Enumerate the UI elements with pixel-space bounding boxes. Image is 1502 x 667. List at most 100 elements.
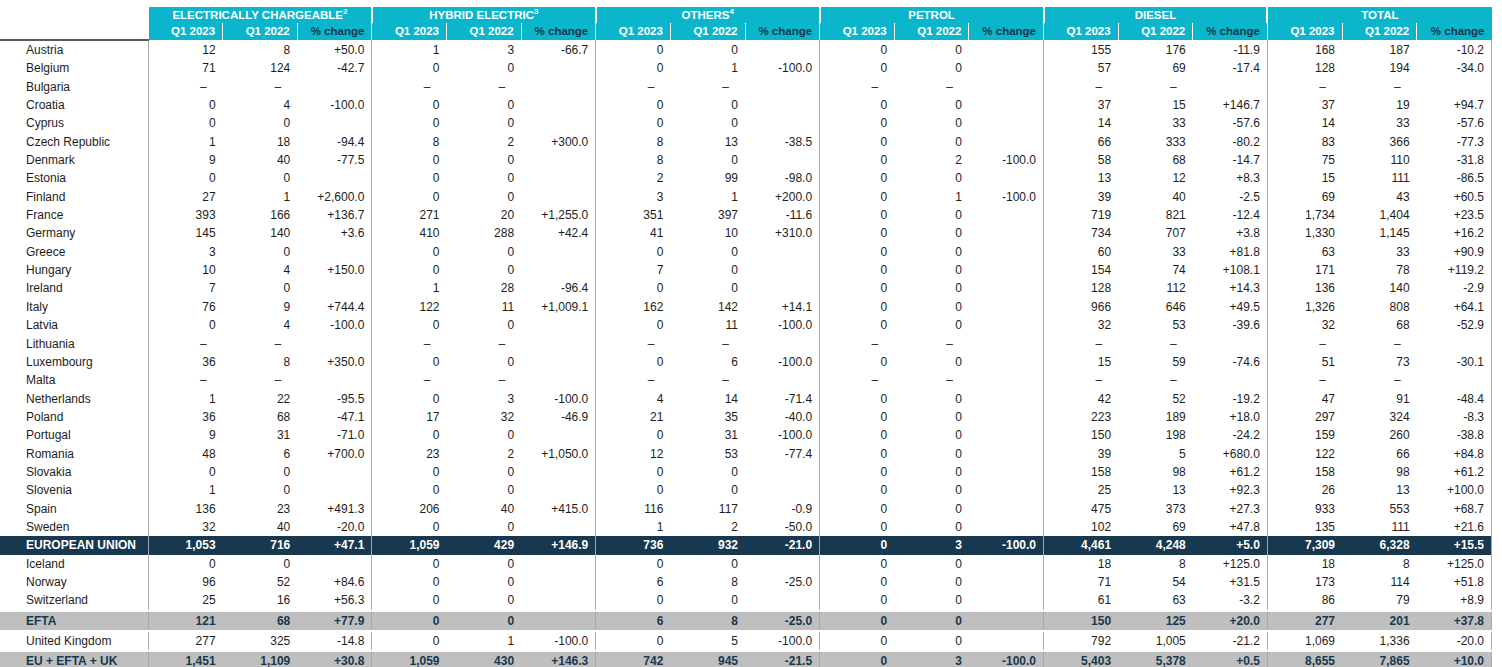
value-cell: 1 bbox=[447, 631, 522, 651]
value-cell: 4 bbox=[223, 261, 298, 279]
value-cell: 475 bbox=[1044, 500, 1119, 518]
value-cell: 71 bbox=[148, 59, 223, 77]
group-header-row: ELECTRICALLY CHARGEABLE2HYBRID ELECTRIC3… bbox=[0, 7, 1492, 23]
row-label-european-union: EUROPEAN UNION bbox=[0, 536, 148, 554]
value-cell: +47.8 bbox=[1193, 518, 1268, 536]
row-label-estonia: Estonia bbox=[0, 169, 148, 187]
value-cell: 73 bbox=[1342, 353, 1417, 371]
value-cell: 31 bbox=[670, 426, 745, 444]
value-cell: +16.2 bbox=[1417, 224, 1492, 242]
table-row-lithuania: Lithuania–––––––––––– bbox=[0, 335, 1492, 353]
value-cell: +92.3 bbox=[1193, 481, 1268, 499]
value-cell: 15 bbox=[1267, 169, 1342, 187]
value-cell bbox=[745, 555, 820, 573]
value-cell: 373 bbox=[1118, 500, 1193, 518]
value-cell: 0 bbox=[894, 261, 969, 279]
value-cell: – bbox=[1044, 371, 1119, 389]
value-cell: 1 bbox=[223, 188, 298, 206]
value-cell: -100.0 bbox=[745, 316, 820, 334]
value-cell: 32 bbox=[1044, 316, 1119, 334]
value-cell: 0 bbox=[372, 555, 447, 573]
value-cell: +77.9 bbox=[297, 611, 372, 631]
value-cell: +10.0 bbox=[1417, 651, 1492, 667]
subheader-total-q1-2023: Q1 2023 bbox=[1267, 23, 1342, 40]
value-cell: 0 bbox=[447, 555, 522, 573]
value-cell: +23.5 bbox=[1417, 206, 1492, 224]
value-cell: 0 bbox=[820, 151, 895, 169]
value-cell bbox=[297, 371, 372, 389]
value-cell: 61 bbox=[1044, 591, 1119, 610]
value-cell: 0 bbox=[372, 463, 447, 481]
corner-cell bbox=[0, 23, 148, 40]
value-cell: 0 bbox=[670, 96, 745, 114]
value-cell: 0 bbox=[148, 114, 223, 132]
value-cell: 0 bbox=[894, 573, 969, 591]
value-cell: 69 bbox=[1267, 188, 1342, 206]
value-cell: 4,461 bbox=[1044, 536, 1119, 554]
value-cell: -100.0 bbox=[745, 426, 820, 444]
value-cell: 0 bbox=[447, 518, 522, 536]
value-cell: 42 bbox=[1044, 390, 1119, 408]
value-cell: 155 bbox=[1044, 40, 1119, 59]
value-cell: 83 bbox=[1267, 133, 1342, 151]
value-cell: +1,255.0 bbox=[521, 206, 596, 224]
value-cell bbox=[745, 371, 820, 389]
value-cell: 0 bbox=[894, 206, 969, 224]
value-cell: -57.6 bbox=[1417, 114, 1492, 132]
value-cell: 1 bbox=[372, 279, 447, 297]
value-cell: – bbox=[820, 371, 895, 389]
value-cell: 9 bbox=[148, 151, 223, 169]
value-cell: 189 bbox=[1118, 408, 1193, 426]
value-cell: 0 bbox=[148, 555, 223, 573]
value-cell: 63 bbox=[1267, 243, 1342, 261]
value-cell: 3 bbox=[148, 243, 223, 261]
value-cell: 47 bbox=[1267, 390, 1342, 408]
value-cell bbox=[969, 59, 1044, 77]
value-cell: 7 bbox=[148, 279, 223, 297]
value-cell: 36 bbox=[148, 408, 223, 426]
value-cell: -17.4 bbox=[1193, 59, 1268, 77]
value-cell bbox=[1193, 78, 1268, 96]
group-header-petrol: PETROL bbox=[820, 7, 1044, 23]
value-cell: 821 bbox=[1118, 206, 1193, 224]
value-cell: 0 bbox=[447, 151, 522, 169]
value-cell: 0 bbox=[820, 96, 895, 114]
value-cell: 0 bbox=[596, 481, 671, 499]
value-cell: 154 bbox=[1044, 261, 1119, 279]
subheader-total-q1-2022: Q1 2022 bbox=[1342, 23, 1417, 40]
value-cell: 22 bbox=[223, 390, 298, 408]
row-label-latvia: Latvia bbox=[0, 316, 148, 334]
value-cell: 0 bbox=[596, 279, 671, 297]
value-cell: +150.0 bbox=[297, 261, 372, 279]
value-cell: 136 bbox=[148, 500, 223, 518]
value-cell: 0 bbox=[223, 169, 298, 187]
value-cell: 0 bbox=[372, 390, 447, 408]
value-cell: 39 bbox=[1044, 445, 1119, 463]
group-header-others: OTHERS4 bbox=[596, 7, 820, 23]
value-cell: 142 bbox=[670, 298, 745, 316]
value-cell: 0 bbox=[894, 408, 969, 426]
value-cell bbox=[297, 169, 372, 187]
table-row-estonia: Estonia0000299-98.0001312+8.315111-86.5 bbox=[0, 169, 1492, 187]
value-cell: 0 bbox=[820, 316, 895, 334]
value-cell: 0 bbox=[670, 243, 745, 261]
value-cell bbox=[521, 188, 596, 206]
value-cell: 17 bbox=[372, 408, 447, 426]
footnote-marker: 3 bbox=[534, 7, 538, 16]
value-cell: – bbox=[1342, 335, 1417, 353]
value-cell: 66 bbox=[1342, 445, 1417, 463]
value-cell: -0.9 bbox=[745, 500, 820, 518]
value-cell bbox=[1417, 371, 1492, 389]
value-cell: 0 bbox=[820, 611, 895, 631]
value-cell: +51.8 bbox=[1417, 573, 1492, 591]
value-cell: 0 bbox=[670, 463, 745, 481]
value-cell: -100.0 bbox=[745, 353, 820, 371]
value-cell bbox=[969, 371, 1044, 389]
value-cell: 933 bbox=[1267, 500, 1342, 518]
value-cell: 6 bbox=[223, 445, 298, 463]
value-cell: 23 bbox=[372, 445, 447, 463]
table-row-eu-efta-uk: EU + EFTA + UK1,4511,109+30.81,059430+14… bbox=[0, 651, 1492, 667]
value-cell: -20.0 bbox=[297, 518, 372, 536]
value-cell: 0 bbox=[148, 463, 223, 481]
value-cell: +350.0 bbox=[297, 353, 372, 371]
